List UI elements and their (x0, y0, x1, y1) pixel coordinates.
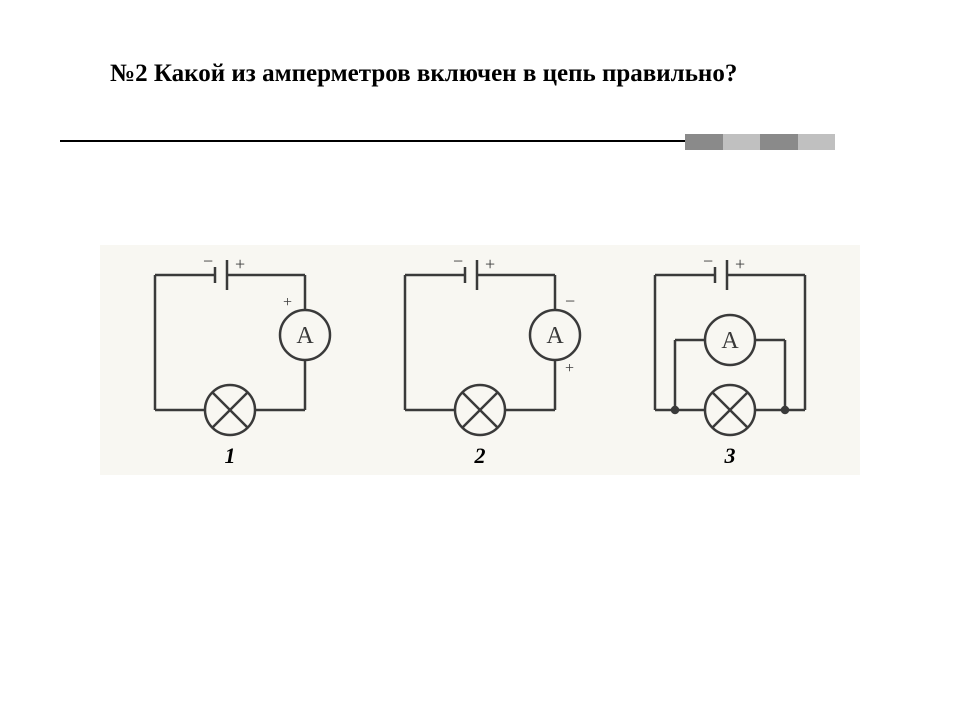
circuit-3: − + A (615, 245, 845, 475)
svg-text:+: + (485, 254, 495, 274)
svg-text:−: − (703, 251, 713, 271)
svg-text:−: − (453, 251, 463, 271)
circuit-1-label: 1 (115, 443, 345, 469)
svg-text:−: − (203, 251, 213, 271)
question-title: №2 Какой из амперметров включен в цепь п… (110, 60, 737, 88)
svg-text:A: A (721, 328, 739, 354)
svg-text:+: + (735, 254, 745, 274)
circuit-3-label: 3 (615, 443, 845, 469)
diagram-area: − + A + 1 (100, 245, 860, 475)
svg-text:−: − (565, 291, 575, 311)
svg-text:+: + (283, 294, 292, 311)
svg-text:A: A (296, 323, 314, 349)
circuit-1: − + A + 1 (115, 245, 345, 475)
svg-text:+: + (235, 254, 245, 274)
circuit-2-label: 2 (365, 443, 595, 469)
svg-text:+: + (565, 360, 574, 377)
divider-thick (685, 134, 835, 150)
circuit-2: − + A + − 2 (365, 245, 595, 475)
divider (0, 130, 960, 154)
svg-text:A: A (546, 323, 564, 349)
divider-thin (60, 140, 685, 142)
